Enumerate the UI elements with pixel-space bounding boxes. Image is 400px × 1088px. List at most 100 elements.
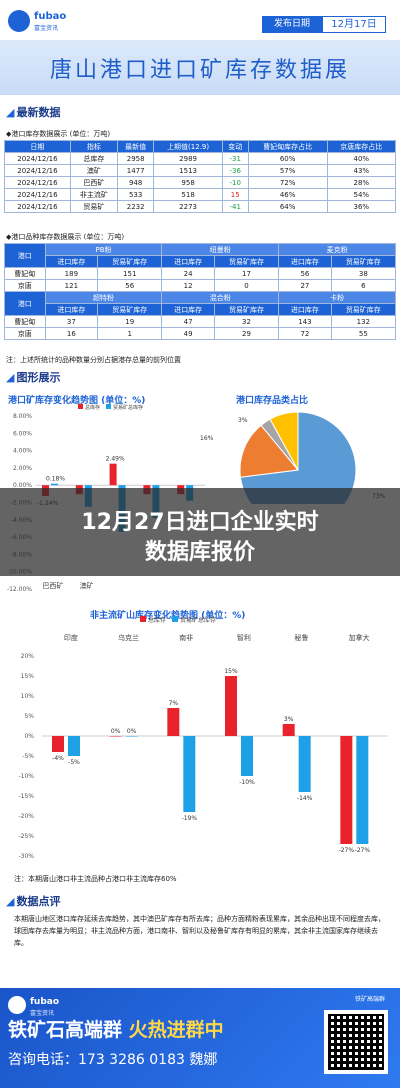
bar	[109, 463, 117, 486]
table-cell: 贸易矿	[69, 200, 118, 213]
table-cell: 32	[213, 315, 280, 328]
pie-label: 3%	[238, 417, 248, 424]
logo-subtext: 富宝资讯	[34, 25, 59, 32]
table-cell: 京唐	[4, 327, 46, 340]
table-cell: 55	[330, 327, 397, 340]
table-cell: -31	[221, 152, 249, 165]
y-tick-label: -30%	[18, 853, 34, 860]
column-header: 进口库存	[278, 303, 332, 316]
y-tick-label: -15%	[18, 793, 34, 800]
table-cell: 72	[278, 327, 332, 340]
bar	[51, 483, 58, 486]
variety-inventory-table: 港口 PB粉 纽曼粉 麦克粉 进口库存 贸易矿库存 进口库存 贸易矿库存 进口库存贸…	[4, 243, 397, 340]
table-cell: 121	[44, 279, 99, 292]
data-label: -14%	[297, 795, 313, 802]
y-tick-label: 10%	[21, 693, 35, 700]
comment-text: 本期唐山地区港口库存延续去库趋势，其中澳巴矿库存有所去库；品种方面精粉表现累库，…	[14, 915, 385, 947]
table-note: 注：上述所统计的品种数量分别占据港存总量的前列位置	[6, 356, 181, 364]
table-cell: 64%	[247, 200, 328, 213]
table-cell: -36	[221, 164, 249, 177]
qr-code-icon[interactable]	[324, 1010, 388, 1074]
bar	[282, 724, 295, 736]
table-cell: 37	[44, 315, 99, 328]
section-arrow-icon: ◢	[6, 106, 15, 119]
chart2-title: 港口库存品类占比	[236, 396, 309, 406]
table-cell: 总库存	[69, 152, 118, 165]
table-cell: 43%	[326, 164, 397, 177]
legend-swatch	[106, 404, 111, 409]
bar	[125, 736, 138, 737]
table-cell: 948	[116, 176, 155, 189]
table-cell: 0	[213, 279, 280, 292]
section-comment-heading: ◢ 数据点评	[6, 893, 60, 909]
column-header: 贸易矿库存	[330, 303, 397, 316]
table-cell: 2989	[153, 152, 223, 165]
table-cell: 1	[97, 327, 163, 340]
column-header: 曹妃甸库存占比	[247, 140, 328, 153]
column-header: 日期	[4, 140, 71, 153]
table-group-row: 港口 PB粉 纽曼粉 麦克粉	[4, 243, 396, 268]
bar	[52, 736, 64, 752]
y-tick-label: 15%	[21, 673, 35, 680]
table-cell: 12	[161, 279, 215, 292]
column-header: 进口库存	[161, 255, 215, 268]
title-band	[0, 40, 400, 95]
section-arrow-icon: ◢	[6, 895, 15, 908]
data-label: 0.18%	[46, 476, 65, 483]
x-tick-label: 印度	[64, 633, 78, 642]
footer-logo-text: fubao	[30, 997, 60, 1007]
column-header: 贸易矿库存	[330, 255, 397, 268]
overlay-line1: 12月27日进口企业实时	[81, 510, 319, 535]
fubao-logo-icon	[8, 10, 30, 32]
y-tick-label: 4.00%	[13, 448, 32, 455]
table-cell: 17	[213, 267, 280, 280]
column-header: 进口库存	[278, 255, 332, 268]
table-row: 曹妃甸 189 151 24 17 56 38	[4, 267, 397, 280]
page-title: 唐山港口进口矿库存数据展	[49, 58, 350, 83]
table-row: 2024/12/16 非主流矿 533 518 15 46% 54%	[4, 188, 397, 201]
chart3-title: 非主流矿山库存变化趋势图 (单位：%)	[90, 611, 246, 621]
footer-headline-b: 火热进群中	[128, 1019, 224, 1041]
column-group-header: 超特粉	[44, 291, 163, 304]
port-inventory-table: 日期 指标 最新值 上期值(12.9) 变动 曹妃甸库存占比 京唐库存占比 20…	[4, 140, 397, 213]
table-header-row: 进口库存 贸易矿库存 进口库存 贸易矿库存 进口库存 贸易矿库存	[5, 303, 397, 316]
section-charts-heading: ◢ 图形展示	[6, 369, 60, 385]
table-cell: 15	[221, 188, 249, 201]
data-label: -10%	[239, 779, 255, 786]
y-tick-label: -5%	[22, 753, 34, 760]
y-tick-label: -25%	[18, 833, 34, 840]
column-header: 指标	[69, 140, 118, 153]
table-cell: 72%	[247, 176, 328, 189]
table-cell: 2024/12/16	[4, 152, 71, 165]
footer-tag: 铁矿高端群	[355, 996, 386, 1003]
table-cell: 958	[153, 176, 223, 189]
table-cell: 56	[97, 279, 163, 292]
data-label: 0%	[127, 728, 137, 735]
column-header: 贸易矿库存	[97, 303, 163, 316]
x-tick-label: 巴西矿	[42, 581, 63, 590]
data-label: 0%	[111, 728, 121, 735]
bar	[340, 736, 353, 844]
publish-label: 发布日期	[262, 16, 322, 33]
table-cell: 54%	[326, 188, 397, 201]
legend-swatch	[172, 616, 178, 622]
table-cell: 1513	[153, 164, 223, 177]
section-heading-text: 数据点评	[16, 895, 61, 908]
table-cell: 38	[330, 267, 397, 280]
table-cell: 24	[161, 267, 215, 280]
legend-label: 总库存	[148, 616, 166, 624]
table-cell: 1477	[116, 164, 155, 177]
table-cell: 533	[116, 188, 155, 201]
table-group-row: 港口 超特粉 混合粉 卡粉	[4, 291, 396, 316]
footer-headline: 铁矿石高端群 火热进群中	[8, 1015, 224, 1042]
table-row: 2024/12/16 巴西矿 948 958 -10 72% 28%	[4, 176, 397, 189]
table-row: 2024/12/16 总库存 2958 2989 -31 60% 40%	[4, 152, 397, 165]
y-tick-label: 8.00%	[13, 413, 32, 420]
legend-label: 贸易矿总库存	[180, 616, 216, 624]
section-latest-data-heading: ◢ 最新数据	[6, 104, 60, 120]
data-label: -4%	[52, 755, 64, 762]
table-cell: 16	[44, 327, 99, 340]
table-cell: 36%	[326, 200, 397, 213]
data-label: -19%	[182, 815, 198, 822]
port-inventory-share-pie: 73%16%3%	[200, 411, 386, 504]
